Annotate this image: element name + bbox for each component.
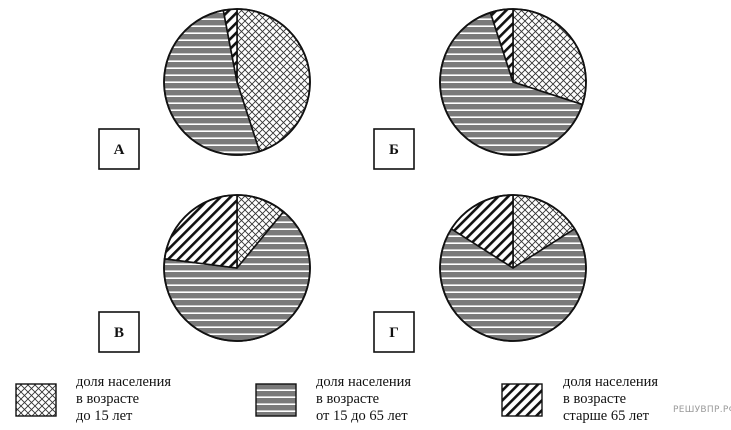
pie-outline: [163, 8, 311, 156]
watermark: РЕШУВПР.РФ: [673, 405, 731, 415]
legend-text-over-65: доля населения в возрасте старше 65 лет: [563, 374, 659, 424]
panel-label-box: [98, 128, 140, 170]
pie-outline: [163, 194, 311, 342]
panel-label: А: [114, 142, 125, 158]
pie-chart-1: А: [98, 8, 311, 170]
panel-label-box: [373, 311, 415, 353]
pie-chart-3: В: [98, 194, 311, 353]
charts-layer: А Б В Г: [98, 8, 587, 353]
panel-label: Б: [389, 142, 399, 158]
pie-slice-over-65: [163, 194, 238, 269]
pie-outline: [439, 194, 587, 342]
pie-chart-2: Б: [373, 8, 587, 170]
pie-outline: [439, 8, 587, 156]
panel-label-box: [98, 311, 140, 353]
legend-swatch-horizontal: [255, 383, 297, 417]
legend-swatch-crosshatch: [15, 383, 57, 417]
legend-text-15-65: доля населения в возрасте от 15 до 65 ле…: [316, 374, 412, 424]
legend-swatches: [15, 383, 543, 417]
panel-label: В: [114, 325, 124, 341]
panel-label: Г: [389, 325, 399, 341]
legend-swatch-diagonal: [501, 383, 543, 417]
legend-text-under-15: доля населения в возрасте до 15 лет: [76, 374, 172, 424]
panel-label-box: [373, 128, 415, 170]
pie-chart-4: Г: [373, 194, 587, 353]
